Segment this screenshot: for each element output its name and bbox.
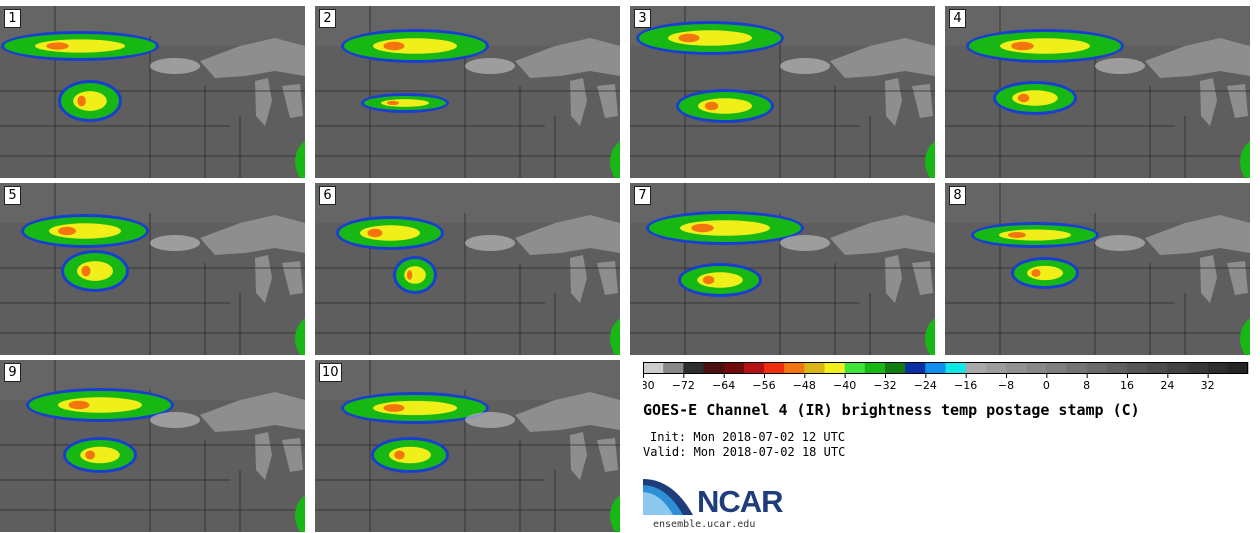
colorbar-swatch bbox=[1207, 362, 1229, 374]
colorbar-swatch bbox=[1187, 362, 1208, 374]
member-number-label: 2 bbox=[319, 9, 336, 28]
colorbar-swatch bbox=[905, 362, 926, 374]
satellite-map-image bbox=[945, 6, 1250, 178]
satellite-map-image bbox=[945, 183, 1250, 355]
member-number-label: 3 bbox=[634, 9, 651, 28]
colorbar-tick-label: −56 bbox=[752, 379, 775, 392]
logo-wordmark: NCAR bbox=[697, 484, 784, 519]
member-number-label: 7 bbox=[634, 186, 651, 205]
colorbar-tick-label: −64 bbox=[712, 379, 735, 392]
member-panel-3[interactable]: 3 bbox=[630, 6, 935, 178]
colorbar-swatch bbox=[1066, 362, 1087, 374]
satellite-map-image bbox=[630, 183, 935, 355]
colorbar-swatch bbox=[703, 362, 724, 374]
colorbar-swatch bbox=[784, 362, 805, 374]
satellite-map-image bbox=[0, 183, 305, 355]
colorbar-tick-label: 32 bbox=[1201, 379, 1215, 392]
member-panel-10[interactable]: 10 bbox=[315, 360, 620, 532]
colorbar-swatch bbox=[764, 362, 785, 374]
init-time: Init: Mon 2018-07-02 12 UTC bbox=[650, 430, 846, 444]
colorbar-tick-label: −8 bbox=[998, 379, 1014, 392]
colorbar-tick-label: −16 bbox=[954, 379, 977, 392]
colorbar-swatch bbox=[683, 362, 704, 374]
member-number-label: 6 bbox=[319, 186, 336, 205]
colorbar-swatch bbox=[743, 362, 765, 374]
colorbar-tick-label: −48 bbox=[793, 379, 816, 392]
colorbar-tick-label: −32 bbox=[873, 379, 896, 392]
member-number-label: 5 bbox=[4, 186, 21, 205]
colorbar-swatch bbox=[1086, 362, 1108, 374]
colorbar-swatch bbox=[1147, 362, 1168, 374]
member-panel-6[interactable]: 6 bbox=[315, 183, 620, 355]
colorbar-tick-label: 24 bbox=[1160, 379, 1174, 392]
colorbar-swatch bbox=[885, 362, 906, 374]
satellite-map-image bbox=[315, 360, 620, 532]
colorbar-swatch bbox=[844, 362, 866, 374]
logo-url: ensemble.ucar.edu bbox=[653, 519, 756, 530]
chart-title: GOES-E Channel 4 (IR) brightness temp po… bbox=[643, 401, 1140, 419]
member-panel-2[interactable]: 2 bbox=[315, 6, 620, 178]
member-panel-4[interactable]: 4 bbox=[945, 6, 1250, 178]
colorbar-swatch bbox=[1046, 362, 1067, 374]
member-number-label: 8 bbox=[949, 186, 966, 205]
member-number-label: 10 bbox=[319, 363, 342, 382]
colorbar-swatch bbox=[1167, 362, 1188, 374]
ncar-logo-icon bbox=[643, 479, 693, 515]
valid-time: Valid: Mon 2018-07-02 18 UTC bbox=[643, 445, 846, 459]
colorbar-tick-label: 8 bbox=[1083, 379, 1090, 392]
colorbar-swatch bbox=[1026, 362, 1047, 374]
colorbar-swatch bbox=[1227, 362, 1249, 374]
member-number-label: 1 bbox=[4, 9, 21, 28]
colorbar-swatch bbox=[965, 362, 987, 374]
colorbar-swatch bbox=[864, 362, 886, 374]
colorbar-tick-label: −24 bbox=[914, 379, 937, 392]
member-panel-9[interactable]: 9 bbox=[0, 360, 305, 532]
member-panel-7[interactable]: 7 bbox=[630, 183, 935, 355]
satellite-map-image bbox=[315, 183, 620, 355]
member-panel-1[interactable]: 1 bbox=[0, 6, 305, 178]
colorbar-swatch bbox=[945, 362, 966, 374]
colorbar-swatch bbox=[663, 362, 684, 374]
colorbar-swatch bbox=[1106, 362, 1128, 374]
member-number-label: 4 bbox=[949, 9, 966, 28]
member-panel-5[interactable]: 5 bbox=[0, 183, 305, 355]
colorbar-tick-label: −80 bbox=[643, 379, 655, 392]
colorbar-swatch bbox=[925, 362, 946, 374]
colorbar-tick-label: 0 bbox=[1043, 379, 1050, 392]
colorbar-swatch bbox=[1006, 362, 1027, 374]
colorbar-swatch bbox=[804, 362, 825, 374]
colorbar-swatch bbox=[643, 362, 664, 374]
colorbar-tick-label: −40 bbox=[833, 379, 856, 392]
satellite-map-image bbox=[315, 6, 620, 178]
satellite-map-image bbox=[630, 6, 935, 178]
colorbar-swatch bbox=[723, 362, 745, 374]
colorbar-swatch bbox=[985, 362, 1007, 374]
member-panel-8[interactable]: 8 bbox=[945, 183, 1250, 355]
satellite-map-image bbox=[0, 6, 305, 178]
colorbar-tick-label: 16 bbox=[1120, 379, 1134, 392]
satellite-map-image bbox=[0, 360, 305, 532]
colorbar-tick-label: −72 bbox=[672, 379, 695, 392]
member-number-label: 9 bbox=[4, 363, 21, 382]
colorbar-swatch bbox=[824, 362, 845, 374]
colorbar-swatch bbox=[1127, 362, 1148, 374]
